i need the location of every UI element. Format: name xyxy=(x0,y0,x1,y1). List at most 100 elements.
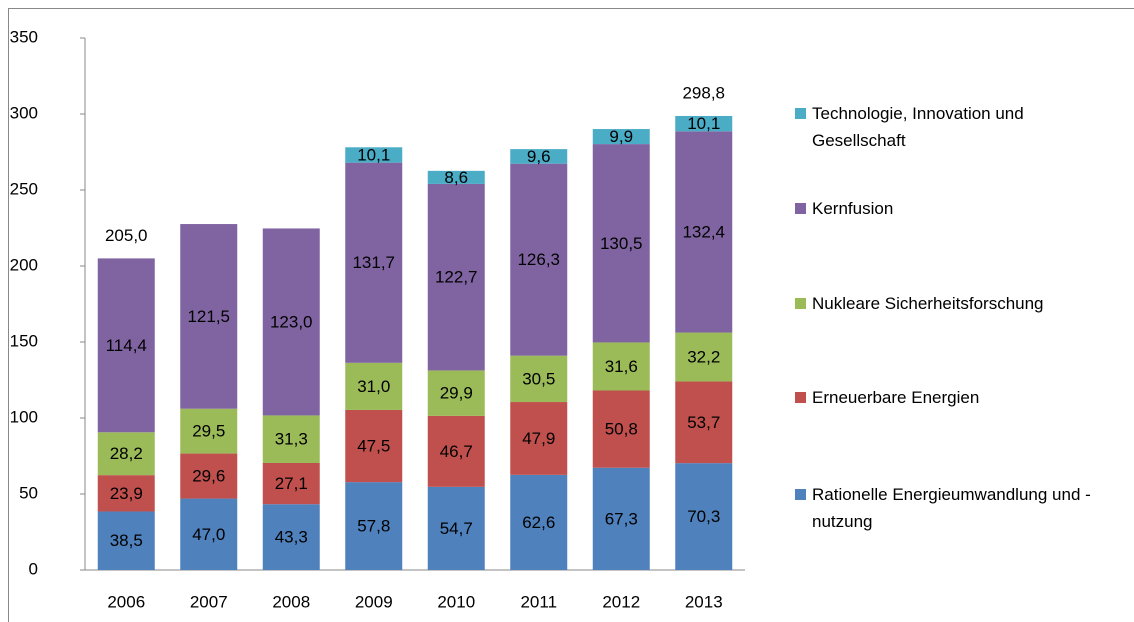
data-label: 70,3 xyxy=(687,507,720,526)
legend-item: Kernfusion xyxy=(795,195,1115,222)
x-tick-label: 2011 xyxy=(520,592,557,611)
data-label: 31,3 xyxy=(275,430,308,449)
bar-segment xyxy=(510,163,568,356)
data-label: 23,9 xyxy=(110,484,143,503)
data-label: 8,6 xyxy=(444,168,468,187)
data-label: 62,6 xyxy=(522,513,555,532)
x-tick-label: 2009 xyxy=(355,592,393,611)
x-tick-label: 2008 xyxy=(272,592,310,611)
legend-swatch xyxy=(795,108,806,119)
bar-segment xyxy=(592,144,650,343)
bar-segment xyxy=(180,498,238,570)
legend-label: Rationelle Energieumwandlung und -nutzun… xyxy=(812,485,1091,531)
legend-swatch xyxy=(795,392,806,403)
data-label: 32,2 xyxy=(687,348,720,367)
x-tick-label: 2007 xyxy=(190,592,228,611)
data-label: 30,5 xyxy=(522,369,555,388)
bar-segment xyxy=(675,115,733,132)
data-label: 67,3 xyxy=(605,509,638,528)
legend-item: Technologie, Innovation und Gesellschaft xyxy=(795,100,1115,154)
y-tick-label: 300 xyxy=(10,103,38,122)
data-label: 47,9 xyxy=(522,429,555,448)
frame xyxy=(8,8,1134,622)
data-label: 57,8 xyxy=(357,517,390,536)
legend-swatch xyxy=(795,298,806,309)
bar-segment xyxy=(97,475,155,512)
bar-segment xyxy=(345,147,403,163)
data-label: 9,9 xyxy=(609,127,633,146)
data-label: 38,5 xyxy=(110,531,143,550)
total-label: 205,0 xyxy=(105,226,148,245)
data-label: 29,5 xyxy=(192,422,225,441)
x-tick-label: 2012 xyxy=(602,592,640,611)
data-label: 47,0 xyxy=(192,525,225,544)
total-label: 298,8 xyxy=(682,83,725,102)
bar-segment xyxy=(97,258,155,433)
bar-segment xyxy=(427,370,485,416)
bar-segment xyxy=(262,228,320,416)
bar-segment xyxy=(427,415,485,487)
bar-segment xyxy=(510,355,568,403)
data-label: 114,4 xyxy=(106,336,147,355)
data-label: 132,4 xyxy=(682,222,725,241)
bar-segment xyxy=(427,486,485,570)
data-label: 53,7 xyxy=(687,413,720,432)
bar-segment xyxy=(675,131,733,333)
data-label: 54,7 xyxy=(440,519,473,538)
bar-segment xyxy=(180,224,238,409)
bar-segment xyxy=(675,332,733,382)
bar-segment xyxy=(510,474,568,570)
bar-segment xyxy=(180,408,238,454)
bar-segment xyxy=(427,170,485,184)
data-label: 10,1 xyxy=(357,145,390,164)
data-label: 10,1 xyxy=(687,114,720,133)
bar-segment xyxy=(675,463,733,570)
data-label: 27,1 xyxy=(275,474,308,493)
bar-segment xyxy=(592,129,650,145)
data-label: 47,5 xyxy=(357,437,390,456)
data-label: 121,5 xyxy=(187,307,230,326)
x-tick-label: 2006 xyxy=(107,592,145,611)
bar-segment xyxy=(345,409,403,483)
legend-swatch xyxy=(795,203,806,214)
data-label: 123,0 xyxy=(270,312,313,331)
bar-segment xyxy=(592,342,650,391)
data-label: 29,9 xyxy=(440,384,473,403)
y-tick-label: 0 xyxy=(29,559,38,578)
legend-label: Kernfusion xyxy=(812,199,894,218)
legend-label: Nukleare Sicherheitsforschung xyxy=(812,294,1044,313)
bar-segment xyxy=(97,511,155,570)
data-label: 126,3 xyxy=(517,250,560,269)
x-tick-label: 2010 xyxy=(437,592,475,611)
bar-segment xyxy=(592,467,650,570)
data-label: 43,3 xyxy=(275,528,308,547)
legend-swatch xyxy=(795,489,806,500)
bar-segment xyxy=(262,462,320,505)
data-label: 31,6 xyxy=(605,357,638,376)
data-label: 9,6 xyxy=(527,147,551,166)
y-tick-label: 350 xyxy=(10,27,38,46)
data-label: 131,7 xyxy=(352,253,395,272)
data-label: 50,8 xyxy=(605,420,638,439)
data-label: 31,0 xyxy=(357,377,390,396)
data-label: 28,2 xyxy=(110,444,143,463)
legend-item: Erneuerbare Energien xyxy=(795,384,1115,411)
y-tick-label: 200 xyxy=(10,255,38,274)
bar-segment xyxy=(262,415,320,463)
x-tick-label: 2013 xyxy=(685,592,723,611)
legend-label: Technologie, Innovation und Gesellschaft xyxy=(812,104,1024,150)
y-tick-label: 100 xyxy=(10,407,38,426)
legend-item: Rationelle Energieumwandlung und -nutzun… xyxy=(795,481,1115,535)
bar-segment xyxy=(510,149,568,164)
bar-segment xyxy=(510,402,568,475)
y-tick-label: 150 xyxy=(10,331,38,350)
bar-segment xyxy=(592,390,650,468)
y-tick-label: 50 xyxy=(19,483,38,502)
legend-item: Nukleare Sicherheitsforschung xyxy=(795,290,1115,317)
bar-segment xyxy=(345,482,403,570)
data-label: 29,6 xyxy=(192,467,225,486)
y-tick-label: 250 xyxy=(10,179,38,198)
bar-segment xyxy=(675,381,733,464)
